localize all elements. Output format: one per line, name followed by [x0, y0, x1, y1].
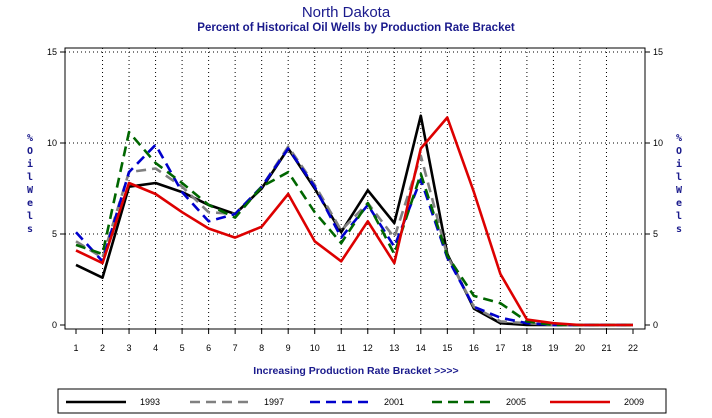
y-axis-label-char: W [676, 185, 683, 196]
y-tick-label-left: 5 [52, 229, 57, 239]
x-tick-label: 5 [180, 343, 185, 353]
x-tick-label: 14 [416, 343, 426, 353]
x-tick-label: 3 [127, 343, 132, 353]
series-line-2001 [75, 143, 633, 327]
y-tick-label-left: 10 [47, 138, 57, 148]
y-tick-label-left: 0 [52, 320, 57, 330]
x-tick-label: 2 [100, 343, 105, 353]
x-tick-label: 7 [233, 343, 238, 353]
y-axis-label-char: % [27, 133, 33, 144]
legend-label-2009: 2009 [624, 397, 644, 407]
legend-label-1997: 1997 [264, 397, 284, 407]
series-lines [75, 114, 634, 327]
x-tick-label: 10 [310, 343, 320, 353]
y-axis-label-char: O [27, 146, 33, 157]
y-tick-label-right: 5 [653, 229, 658, 239]
legend-box [57, 388, 667, 414]
series-line-1997 [75, 145, 633, 327]
x-tick-label: 22 [628, 343, 638, 353]
x-tick-label: 16 [469, 343, 479, 353]
grid [65, 48, 645, 329]
x-tick-label: 12 [363, 343, 373, 353]
x-tick-label: 17 [495, 343, 505, 353]
y-axis-label-char: l [676, 172, 682, 183]
y-tick-label-right: 0 [653, 320, 658, 330]
series-line-2009 [75, 116, 633, 327]
x-tick-label: 8 [259, 343, 264, 353]
chart-subtitle: Percent of Historical Oil Wells by Produ… [197, 22, 515, 34]
y-tick-label-left: 15 [47, 47, 57, 57]
x-tick-label: 20 [575, 343, 585, 353]
x-axis-label: Increasing Production Rate Bracket >>>> [253, 365, 458, 377]
y-axis-label-char: l [27, 172, 33, 183]
y-axis-label-char: l [676, 211, 682, 222]
y-axis-label-char: i [676, 158, 682, 170]
plot-frame [64, 47, 646, 330]
y-axis-label-char: W [27, 185, 34, 196]
chart-title: North Dakota [302, 4, 391, 21]
series-line-2005 [75, 130, 633, 327]
x-tick-label: 4 [153, 343, 158, 353]
y-tick-label-right: 15 [653, 47, 663, 57]
y-axis-label-char: O [676, 146, 682, 157]
legend: 1993 1997 2001 2005 2009 [66, 397, 644, 407]
y-axis-label-char: s [27, 224, 33, 235]
x-tick-label: 1 [73, 343, 78, 353]
y-axis-label-char: e [27, 198, 33, 209]
legend-label-2001: 2001 [384, 397, 404, 407]
x-tick-label: 18 [522, 343, 532, 353]
axes: 1 2 3 4 5 6 7 8 9 10 11 12 13 14 15 16 17 18 19 20 21 220 05 51… [47, 47, 663, 353]
y-axis-label-char: s [676, 224, 682, 235]
y-tick-label-right: 10 [653, 138, 663, 148]
x-tick-label: 19 [548, 343, 558, 353]
y-axis-label-char: % [676, 133, 682, 144]
x-tick-label: 13 [389, 343, 399, 353]
y-axis-label-char: e [676, 198, 682, 209]
x-tick-label: 11 [337, 343, 346, 353]
y-axis-label-char: l [27, 211, 33, 222]
x-tick-label: 6 [206, 343, 211, 353]
x-tick-label: 15 [442, 343, 452, 353]
x-tick-label: 21 [601, 343, 611, 353]
legend-label-2005: 2005 [506, 397, 526, 407]
legend-label-1993: 1993 [140, 397, 160, 407]
x-tick-label: 9 [286, 343, 291, 353]
y-axis-label-char: i [27, 158, 33, 170]
